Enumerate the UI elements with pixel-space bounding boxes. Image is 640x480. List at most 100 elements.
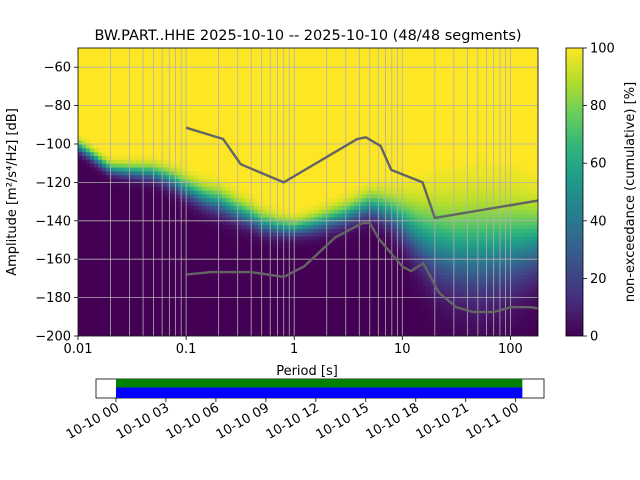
heatmap-cell [138,309,143,314]
heatmap-cell [122,220,127,226]
heatmap-cell [518,282,523,287]
heatmap-cell [290,293,295,299]
heatmap-cell [114,201,119,206]
heatmap-cell [98,332,103,336]
heatmap-cell [510,309,515,314]
heatmap-cell [234,220,239,226]
heatmap-cell [250,197,255,203]
heatmap-cell [438,263,443,268]
heatmap-cell [470,224,475,229]
heatmap-cell [94,286,99,291]
heatmap-cell [258,312,263,318]
heatmap-cell [266,232,271,237]
heatmap-cell [198,324,203,329]
heatmap-cell [418,186,423,191]
heatmap-cell [214,263,219,268]
heatmap-cell [350,228,355,233]
heatmap-cell [418,266,423,272]
heatmap-cell [370,259,375,264]
heatmap-cell [330,278,335,283]
heatmap-cell [474,255,479,260]
heatmap-cell [210,274,215,279]
heatmap-cell [486,240,491,245]
heatmap-cell [190,289,195,295]
heatmap-cell [126,193,131,199]
heatmap-cell [430,201,435,206]
heatmap-cell [258,316,263,322]
heatmap-cell [326,263,331,268]
heatmap-cell [354,209,359,214]
heatmap-cell [270,213,275,218]
heatmap-cell [82,236,87,241]
heatmap-cell [334,232,339,237]
heatmap-cell [402,316,407,322]
heatmap-cell [342,301,347,306]
heatmap-cell [522,270,527,276]
heatmap-cell [514,232,519,237]
heatmap-cell [462,320,467,325]
heatmap-cell [98,251,103,256]
heatmap-cell [138,266,143,272]
heatmap-cell [526,178,531,183]
heatmap-cell [522,240,527,245]
heatmap-cell [354,312,359,318]
heatmap-cell [526,259,531,264]
heatmap-cell [94,328,99,333]
heatmap-cell [126,259,131,264]
heatmap-cell [162,316,167,322]
heatmap-cell [430,240,435,245]
heatmap-cell [510,182,515,187]
heatmap-cell [282,309,287,314]
heatmap-cell [282,289,287,295]
heatmap-cell [254,201,259,206]
heatmap-cell [270,251,275,256]
heatmap-cell [362,324,367,329]
heatmap-cell [322,228,327,233]
heatmap-cell [526,297,531,302]
heatmap-cell [154,178,159,183]
heatmap-cell [250,293,255,299]
heatmap-cell [506,316,511,322]
heatmap-cell [470,255,475,260]
heatmap-cell [334,205,339,210]
heatmap-cell [166,266,171,272]
heatmap-cell [470,167,475,172]
heatmap-cell [78,182,83,187]
heatmap-cell [106,236,111,241]
heatmap-cell [278,301,283,306]
heatmap-cell [326,274,331,279]
heatmap-cell [306,270,311,276]
heatmap-cell [478,190,483,195]
heatmap-cell [486,178,491,183]
heatmap-cell [470,270,475,276]
heatmap-cell [410,247,415,253]
heatmap-cell [114,312,119,318]
heatmap-cell [162,274,167,279]
heatmap-cell [286,309,291,314]
heatmap-cell [434,305,439,310]
heatmap-cell [486,167,491,172]
heatmap-cell [214,232,219,237]
heatmap-cell [318,232,323,237]
heatmap-cell [314,309,319,314]
heatmap-cell [338,289,343,295]
heatmap-cell [386,301,391,306]
heatmap-cell [354,240,359,245]
heatmap-cell [294,270,299,276]
heatmap-cell [122,190,127,195]
heatmap-cell [442,297,447,302]
heatmap-cell [258,243,263,249]
heatmap-cell [162,324,167,329]
heatmap-cell [102,201,107,206]
heatmap-cell [306,286,311,291]
heatmap-cell [454,289,459,295]
heatmap-cell [150,170,155,176]
heatmap-cell [170,243,175,249]
heatmap-cell [446,293,451,299]
heatmap-cell [158,255,163,260]
heatmap-cell [510,324,515,329]
heatmap-cell [310,240,315,245]
heatmap-cell [290,309,295,314]
heatmap-cell [482,205,487,210]
heatmap-cell [138,297,143,302]
